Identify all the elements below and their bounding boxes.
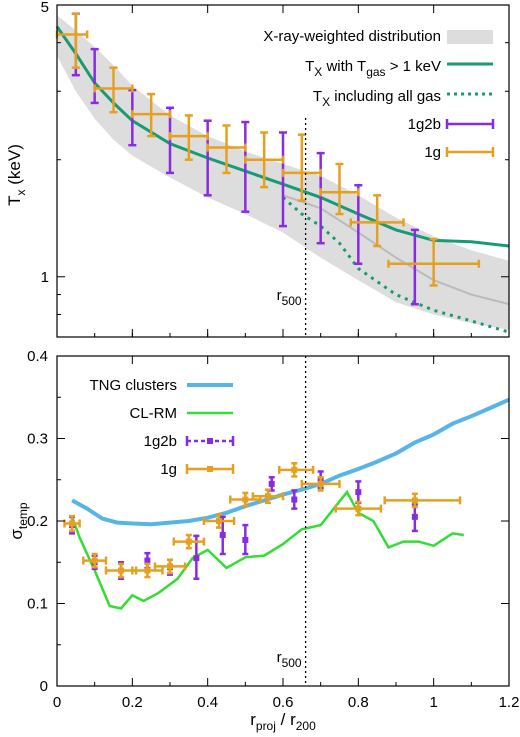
top-1g2b-point-6 (279, 131, 287, 228)
bottom-plot-frame (56, 355, 510, 687)
bottom-1g-hbar-5 (172, 537, 206, 546)
top-1g2b-point-7 (316, 151, 325, 245)
x-tick-label-1: 0.2 (122, 694, 143, 711)
bottom-1g2b-point-11 (355, 480, 362, 505)
legend-hot-label: TX with Tgas > 1 keV (305, 58, 441, 79)
bottom-y-axis-label: σtemp (7, 502, 30, 540)
bottom-1g-hbar-12 (383, 496, 462, 505)
top-1g2b-point-1 (90, 47, 99, 105)
top-1g-vbar-8 (373, 194, 382, 248)
bottom-line-clrm (70, 489, 464, 610)
legend-clrm-label: CL-RM (130, 405, 178, 422)
top-y-axis-label: Tx (keV) (5, 144, 28, 206)
bottom-1g-hbar-9 (277, 465, 315, 474)
bottom-1g-hbar-6 (202, 517, 236, 525)
bottom-legend: TNG clusters CL-RM 1g2b 1g (89, 377, 235, 478)
top-1g2b-point-3 (166, 106, 174, 175)
bottom-1g-hbar-8 (251, 492, 285, 501)
top-panel: r500 5 1 Tx (keV) X-ray-weighted distrib… (5, 0, 510, 338)
top-1g2b-point-9 (410, 228, 419, 306)
top-1g-hbar-1 (93, 84, 134, 93)
top-1g-vbar-6 (297, 133, 306, 202)
legend-1g2b-swatch (445, 119, 495, 129)
legend-1g-swatch (445, 147, 495, 157)
bottom-1g2b-point-7 (242, 523, 249, 556)
legend-all-label: TX including all gas (313, 88, 441, 109)
bottom-data-layer (63, 397, 510, 610)
x-axis-label: rproj / r200 (250, 710, 316, 733)
top-1g-hbar-2 (131, 110, 172, 119)
legend-band-swatch (447, 30, 493, 44)
top-ytick-label-1: 1 (41, 269, 49, 286)
bottom-1g-hbar-11 (334, 504, 383, 513)
top-ticks (56, 4, 510, 338)
top-1g-vbar-1 (109, 66, 118, 114)
legend-bottom-1g-label: 1g (160, 461, 177, 478)
bottom-1g2b-point-6 (219, 515, 226, 556)
legend-1g-label: 1g (424, 144, 441, 161)
bottom-panel: 0 0.2 0.4 0.6 0.8 1 1.2 0 0.1 0.2 0.3 0.4 r500 σtem… (7, 348, 519, 733)
legend-bottom-1g2b-label: 1g2b (144, 433, 177, 450)
bottom-1g-hbar-4 (153, 562, 187, 571)
top-1g-hbar-3 (168, 132, 209, 141)
top-1g-hbar-8 (349, 218, 405, 227)
y-tick-label-0: 0 (40, 678, 48, 695)
bottom-1g-hbar-3 (131, 566, 164, 575)
y-tick-label-2: 0.2 (27, 513, 48, 530)
top-1g-vbar-3 (184, 114, 193, 161)
y-tick-label-4: 0.4 (27, 348, 48, 365)
top-r500-label: r500 (277, 287, 302, 308)
top-1g-vbar-9 (429, 237, 438, 287)
top-legend: X-ray-weighted distribution TX with Tgas… (263, 28, 495, 161)
bottom-ticks: 0 0.2 0.4 0.6 0.8 1 1.2 0 0.1 0.2 0.3 0.4 (27, 348, 519, 711)
top-1g-hbar-4 (206, 143, 247, 152)
top-1g2b-point-5 (241, 120, 250, 213)
top-1g-hbar-5 (244, 155, 285, 164)
bottom-1g-hbar-10 (300, 479, 341, 488)
y-tick-label-3: 0.3 (27, 431, 48, 448)
legend-band-label: X-ray-weighted distribution (263, 28, 441, 45)
bottom-1g2b-point-5 (193, 534, 200, 580)
legend-bottom-1g2b-swatch (185, 436, 235, 446)
top-ytick-label-5: 5 (41, 0, 49, 16)
x-tick-label-4: 0.8 (348, 694, 369, 711)
legend-1g2b-label: 1g2b (408, 116, 441, 133)
top-1g-hbar-6 (281, 168, 322, 177)
legend-tng-label: TNG clusters (89, 377, 177, 394)
x-tick-label-6: 1.2 (499, 694, 520, 711)
x-tick-label-0: 0 (53, 694, 61, 711)
top-1g-vbar-7 (335, 162, 344, 216)
x-tick-label-2: 0.4 (197, 694, 218, 711)
x-tick-label-3: 0.6 (273, 694, 294, 711)
bottom-r500-label: r500 (277, 649, 302, 670)
top-line-all (282, 196, 510, 334)
bottom-1g2b-point-12 (411, 503, 418, 533)
top-data-layer (55, 12, 510, 334)
top-1g-hbar-7 (319, 188, 360, 197)
y-tick-label-1: 0.1 (27, 596, 48, 613)
top-1g-vbar-0 (71, 12, 80, 69)
bottom-1g2b-point-9 (291, 489, 298, 510)
top-1g2b-point-8 (354, 183, 363, 266)
top-1g-vbar-4 (222, 124, 231, 175)
bottom-1g-hbar-1 (82, 556, 108, 565)
legend-bottom-1g-swatch (185, 464, 235, 474)
x-tick-label-5: 1 (429, 694, 437, 711)
top-1g-hbar-9 (387, 259, 481, 268)
